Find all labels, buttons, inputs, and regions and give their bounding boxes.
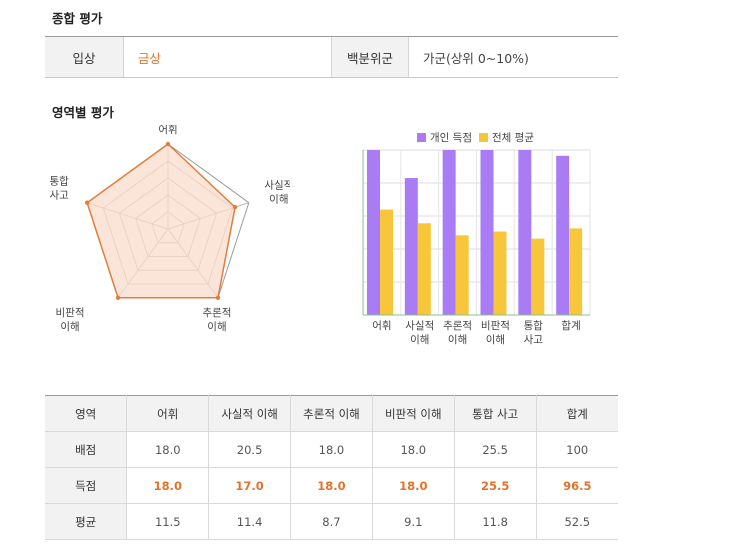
table-header-row: 영역 어휘 사실적 이해 추론적 이해 비판적 이해 통합 사고 합계	[45, 395, 618, 432]
table-cell: 11.4	[208, 503, 292, 540]
table-header-cell: 비판적 이해	[372, 395, 455, 432]
table-row: 평균 11.5 11.4 8.7 9.1 11.8 52.5	[45, 503, 618, 540]
table-cell: 9.1	[372, 503, 455, 540]
table-cell: 8.7	[290, 503, 373, 540]
table-cell: 11.5	[126, 503, 210, 540]
radar-value-area	[86, 143, 236, 299]
table-cell: 18.0	[372, 467, 455, 504]
radar-axis-label: 사실적 이해	[264, 180, 290, 206]
table-cell: 18.0	[126, 431, 210, 468]
award-label: 입상	[45, 37, 124, 77]
bar-category-label: 어휘	[372, 320, 391, 332]
bar-personal	[367, 150, 380, 315]
radar-axis-label: 비판적 이해	[56, 307, 85, 333]
table-cell: 18.0	[290, 431, 373, 468]
legend-label: 전체 평균	[492, 132, 534, 144]
score-table: 영역 어휘 사실적 이해 추론적 이해 비판적 이해 통합 사고 합계 배점 18.0 20.5…	[45, 395, 618, 540]
table-cell: 100	[536, 431, 618, 468]
row-label: 배점	[45, 431, 128, 468]
bar-personal	[556, 155, 570, 315]
summary-title: 종합 평가	[52, 11, 103, 26]
bar-category-label: 비판적 이해	[481, 320, 510, 346]
bar-average	[380, 209, 393, 315]
summary-table: 입상 금상 백분위군 가군(상위 0~10%)	[45, 36, 618, 78]
radar-axis-label: 통합 사고	[49, 176, 69, 202]
bar-category-label: 통합 사고	[524, 320, 544, 346]
table-header-cell: 추론적 이해	[290, 395, 373, 432]
table-header-cell: 통합 사고	[454, 395, 537, 432]
table-cell: 18.0	[372, 431, 455, 468]
table-cell: 25.5	[454, 431, 537, 468]
table-header-cell: 어휘	[126, 395, 210, 432]
legend-label: 개인 득점	[430, 132, 472, 144]
bar-chart: 어휘 사실적 이해 추론적 이해 비판적 이해 통합 사고 합계 개인 득점 전체 평균	[362, 132, 591, 346]
bar-category-label: 합계	[561, 320, 580, 332]
radar-point	[84, 200, 90, 205]
bar-average	[569, 228, 583, 315]
table-cell: 52.5	[536, 503, 618, 540]
row-label: 평균	[45, 503, 128, 540]
radar-axis-label: 추론적 이해	[202, 307, 231, 333]
table-cell: 11.8	[454, 503, 537, 540]
legend-swatch	[417, 133, 426, 142]
bar-average	[455, 235, 469, 315]
radar-axis-label: 어휘	[158, 125, 177, 136]
table-header-cell: 영역	[45, 395, 128, 432]
award-value: 금상	[124, 37, 332, 77]
table-cell: 96.5	[536, 467, 618, 504]
radar-point	[115, 295, 121, 300]
bar-personal	[518, 150, 532, 315]
bar-personal	[404, 178, 418, 315]
bar-average	[531, 238, 545, 315]
radar-point	[215, 295, 221, 300]
table-cell: 18.0	[126, 467, 210, 504]
table-cell: 17.0	[208, 467, 292, 504]
bar-average	[493, 231, 507, 315]
bar-personal	[480, 150, 494, 315]
legend-swatch	[479, 133, 488, 142]
row-label: 득점	[45, 467, 128, 504]
area-title: 영역별 평가	[52, 105, 114, 120]
percentile-label: 백분위군	[332, 37, 409, 77]
bar-category-label: 사실적 이해	[405, 320, 434, 346]
bar-average	[417, 223, 431, 315]
table-header-cell: 합계	[536, 395, 618, 432]
radar-point	[165, 141, 171, 147]
bar-category-label: 추론적 이해	[443, 320, 472, 346]
table-row: 배점 18.0 20.5 18.0 18.0 25.5 100	[45, 431, 618, 468]
percentile-value: 가군(상위 0~10%)	[423, 50, 529, 66]
table-header-cell: 사실적 이해	[208, 395, 292, 432]
table-cell: 18.0	[290, 467, 373, 504]
radar-point	[232, 205, 238, 210]
table-cell: 20.5	[208, 431, 292, 468]
bar-personal	[442, 150, 456, 315]
table-row: 득점 18.0 17.0 18.0 18.0 25.5 96.5	[45, 467, 618, 504]
table-cell: 25.5	[454, 467, 537, 504]
